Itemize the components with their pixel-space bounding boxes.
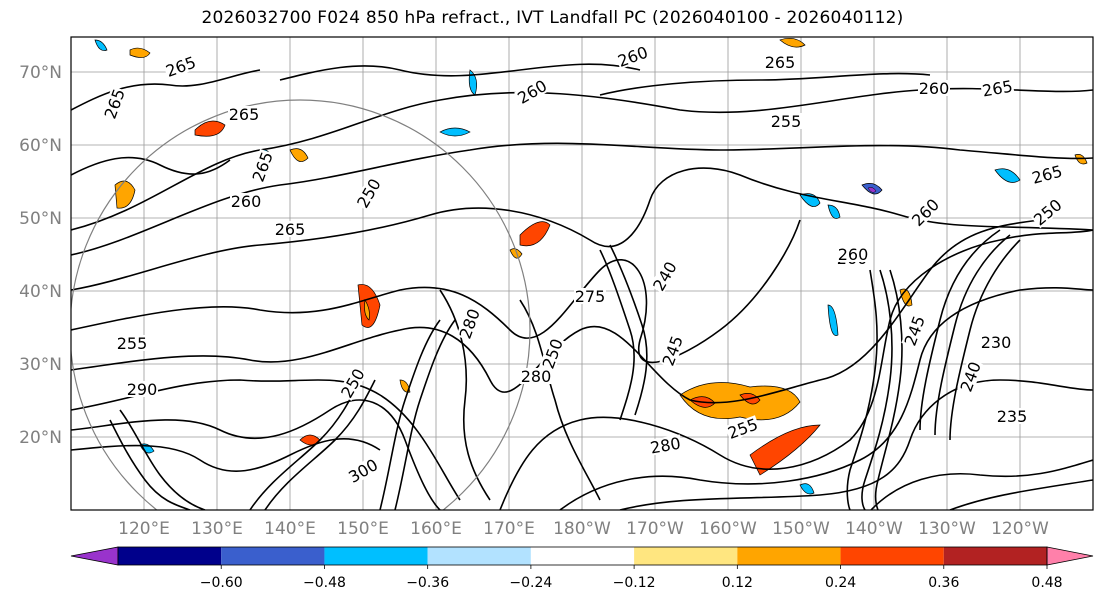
contour-label: 290: [127, 380, 158, 399]
contour-label: 255: [117, 334, 148, 353]
colorbar-segment: [324, 547, 428, 565]
lat-label: 50°N: [19, 209, 62, 229]
colorbar-tick-label: −0.24: [509, 575, 552, 591]
contour-label: 260: [231, 192, 262, 211]
lon-label: 180°W: [553, 519, 611, 539]
contour-label: 260: [919, 79, 950, 98]
colorbar-tick-label: −0.48: [303, 575, 346, 591]
lon-label: 140°W: [845, 519, 903, 539]
colorbar-tick-label: −0.36: [406, 575, 449, 591]
colorbar-segment: [737, 547, 841, 565]
colorbar-segment: [427, 547, 531, 565]
colorbar-tick-label: −0.60: [200, 575, 243, 591]
lat-label: 20°N: [19, 428, 62, 448]
lon-label: 120°W: [991, 519, 1049, 539]
lon-label: 170°E: [483, 519, 535, 539]
colorbar-tick-label: 0.48: [1031, 575, 1062, 591]
colorbar-segment: [118, 547, 222, 565]
contour-label: 230: [981, 333, 1012, 352]
colorbar-segment: [943, 547, 1047, 565]
lon-label: 160°W: [699, 519, 757, 539]
colorbar-extension-low: [70, 546, 119, 566]
colorbar-tick-label: 0.24: [825, 575, 856, 591]
contour-lines: [71, 63, 1093, 510]
refractivity-shading: [94, 38, 1088, 495]
colorbar-tick-label: −0.12: [613, 575, 656, 591]
lat-label: 30°N: [19, 355, 62, 375]
colorbar-segment: [530, 547, 635, 565]
lat-label: 40°N: [19, 282, 62, 302]
colorbar-tick-label: 0.36: [928, 575, 959, 591]
colorbar-segment: [634, 547, 738, 565]
lon-label: 130°W: [918, 519, 976, 539]
lat-label: 70°N: [19, 63, 62, 83]
map-title: 2026032700 F024 850 hPa refract., IVT La…: [201, 8, 904, 28]
contour-label: 265: [765, 53, 796, 72]
colorbar: −0.60 −0.48 −0.36 −0.24 −0.12 0.12 0.24 0.36 0.4…: [70, 546, 1094, 591]
colorbar-extension-high: [1046, 546, 1094, 566]
lon-label: 170°W: [626, 519, 684, 539]
colorbar-segment: [221, 547, 325, 565]
contour-label: 275: [575, 287, 606, 306]
contour-label: 280: [521, 367, 552, 386]
contour-label: 260: [838, 245, 869, 264]
lon-label: 140°E: [264, 519, 316, 539]
lon-label: 150°E: [337, 519, 389, 539]
contour-label: 265: [229, 105, 260, 124]
colorbar-segment: [840, 547, 944, 565]
lon-label: 130°E: [191, 519, 243, 539]
contour-label: 235: [997, 407, 1028, 426]
lon-label: 120°E: [118, 519, 170, 539]
reference-circle: [71, 99, 531, 510]
contour-label: 265: [275, 220, 306, 239]
contour-label: 255: [771, 112, 802, 131]
lat-label: 60°N: [19, 136, 62, 156]
map-frame: [70, 36, 1094, 511]
lon-label: 160°E: [410, 519, 462, 539]
lon-label: 150°W: [772, 519, 830, 539]
colorbar-tick-label: 0.12: [722, 575, 753, 591]
